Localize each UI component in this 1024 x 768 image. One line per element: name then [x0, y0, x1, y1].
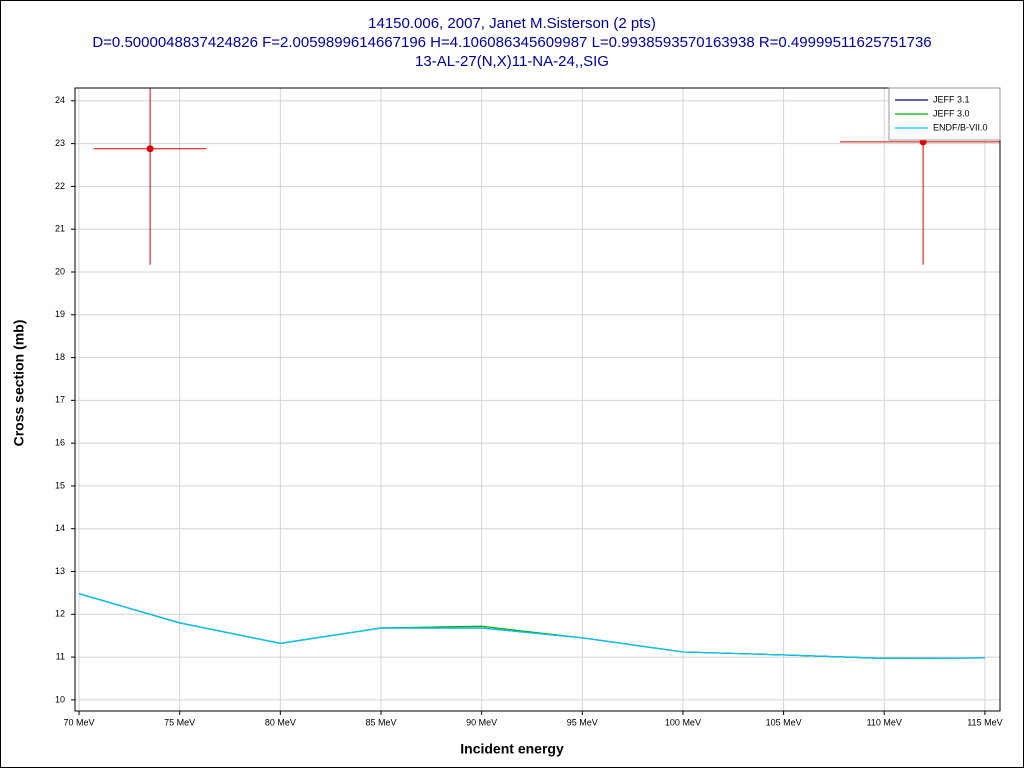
x-tick-label: 95 MeV: [567, 717, 598, 727]
legend-label: JEFF 3.1: [933, 94, 970, 104]
x-tick-label: 85 MeV: [365, 717, 396, 727]
legend-label: ENDF/B-VII.0: [933, 122, 988, 132]
y-tick-label: 12: [55, 609, 65, 619]
y-tick-label: 17: [55, 395, 65, 405]
x-tick-label: 100 MeV: [665, 717, 701, 727]
legend: JEFF 3.1 JEFF 3.0 ENDF/B-VII.0: [888, 87, 1001, 141]
y-tick-label: 19: [55, 309, 65, 319]
y-tick-label: 15: [55, 480, 65, 490]
reaction-label: 13-AL-27(N,X)11-NA-24,,SIG: [415, 53, 609, 70]
y-tick-label: 10: [55, 694, 65, 704]
chart-subtitle: D=0.5000048837424826 F=2.005989961466719…: [92, 34, 931, 51]
y-axis-title: Cross section (mb): [11, 320, 27, 447]
y-tick-label: 18: [55, 352, 65, 362]
x-tick-label: 110 MeV: [867, 717, 902, 727]
y-tick-label: 21: [55, 224, 65, 234]
y-tick-label: 16: [55, 438, 65, 448]
plot-border: [74, 87, 1001, 712]
series-line: [78, 593, 985, 659]
y-tick-label: 22: [55, 181, 65, 191]
x-tick-label: 75 MeV: [164, 717, 195, 727]
y-tick-label: 23: [55, 138, 65, 148]
data-point: [146, 145, 154, 153]
x-tick-label: 90 MeV: [466, 717, 497, 727]
y-tick-label: 13: [55, 566, 65, 576]
x-tick-label: 115 MeV: [967, 717, 1002, 727]
y-tick-label: 14: [55, 523, 65, 533]
x-axis-title: Incident energy: [460, 741, 564, 757]
x-tick-label: 70 MeV: [64, 717, 95, 727]
x-tick-label: 80 MeV: [265, 717, 296, 727]
y-tick-label: 20: [55, 266, 65, 276]
plot-area: [78, 88, 1000, 659]
chart-title: 14150.006, 2007, Janet M.Sisterson (2 pt…: [368, 15, 656, 32]
y-tick-label: 11: [56, 651, 65, 661]
x-tick-label: 105 MeV: [766, 717, 802, 727]
legend-label: JEFF 3.0: [933, 108, 970, 118]
y-tick-label: 24: [55, 95, 65, 105]
grid: [75, 88, 1000, 711]
